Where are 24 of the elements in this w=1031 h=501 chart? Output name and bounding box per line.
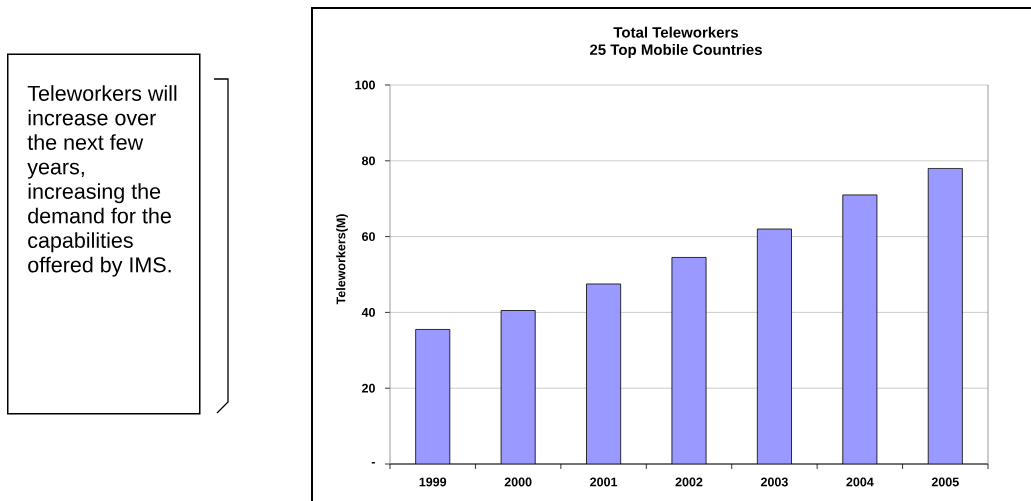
bar <box>927 167 963 464</box>
x-tick-label: 2002 <box>675 477 703 487</box>
y-tick-label: - <box>371 462 375 464</box>
bar <box>671 257 707 464</box>
bar <box>501 310 536 464</box>
x-tick-label: 1999 <box>419 477 447 487</box>
x-tick-label: 2005 <box>931 477 959 487</box>
y-tick-label: 20 <box>362 383 375 393</box>
text: Teleworkers will increase over the next few years, increasing the demand for the capabilities offered by IMS. <box>27 85 177 277</box>
chart-title: Total Teleworkers <box>613 26 739 38</box>
y-tick-label: 40 <box>361 307 375 317</box>
x-tick-label: 2004 <box>846 477 874 487</box>
y-tick-label: 60 <box>362 232 375 242</box>
bar <box>415 329 450 464</box>
chart-subtitle: 25 Top Mobile Countries <box>589 44 762 58</box>
y-axis-title: Teleworkers(M) <box>336 214 348 305</box>
bar <box>757 229 792 464</box>
y-tick-label: 80 <box>361 156 375 166</box>
x-tick-label: 2003 <box>760 477 788 487</box>
x-tick-label: 2000 <box>504 477 532 487</box>
x-tick-label: 2001 <box>590 477 618 487</box>
bar <box>586 283 621 464</box>
y-tick-label: 100 <box>355 80 375 90</box>
bar <box>842 194 877 464</box>
